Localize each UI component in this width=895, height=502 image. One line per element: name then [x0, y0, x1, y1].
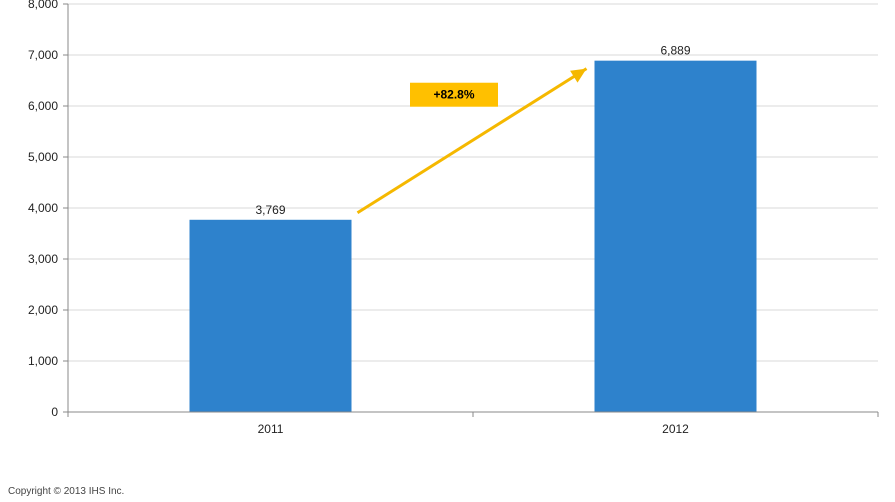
growth-arrow-head — [570, 68, 587, 83]
data-label: 3,769 — [255, 203, 285, 217]
y-axis-ticks: 0 1,000 2,000 3,000 4,000 5,000 6,000 7,000 8,00… — [28, 0, 68, 419]
growth-label-box — [410, 82, 498, 107]
bar-2011 — [189, 219, 352, 412]
growth-annotation: +82.8% — [356, 67, 588, 215]
data-label: 6,889 — [660, 44, 690, 58]
y-tick-label: 2,000 — [28, 303, 58, 317]
x-axis-ticks: 2011 2012 — [67, 412, 879, 436]
data-labels: 3,769 6,889 — [255, 44, 690, 217]
bar-2012 — [594, 60, 757, 412]
y-tick-label: 4,000 — [28, 201, 58, 215]
y-tick-label: 3,000 — [28, 252, 58, 266]
y-tick-label: 7,000 — [28, 48, 58, 62]
y-tick-label: 5,000 — [28, 150, 58, 164]
y-tick-label: 8,000 — [28, 0, 58, 11]
y-tick-label: 6,000 — [28, 99, 58, 113]
growth-label: +82.8% — [433, 88, 474, 102]
growth-arrow-line — [356, 67, 588, 215]
bars — [189, 60, 757, 412]
x-tick-label: 2012 — [662, 422, 689, 436]
x-tick-label: 2011 — [258, 422, 284, 436]
y-tick-label: 1,000 — [28, 354, 58, 368]
copyright-text: Copyright © 2013 IHS Inc. — [8, 486, 125, 497]
y-tick-label: 0 — [51, 405, 58, 419]
